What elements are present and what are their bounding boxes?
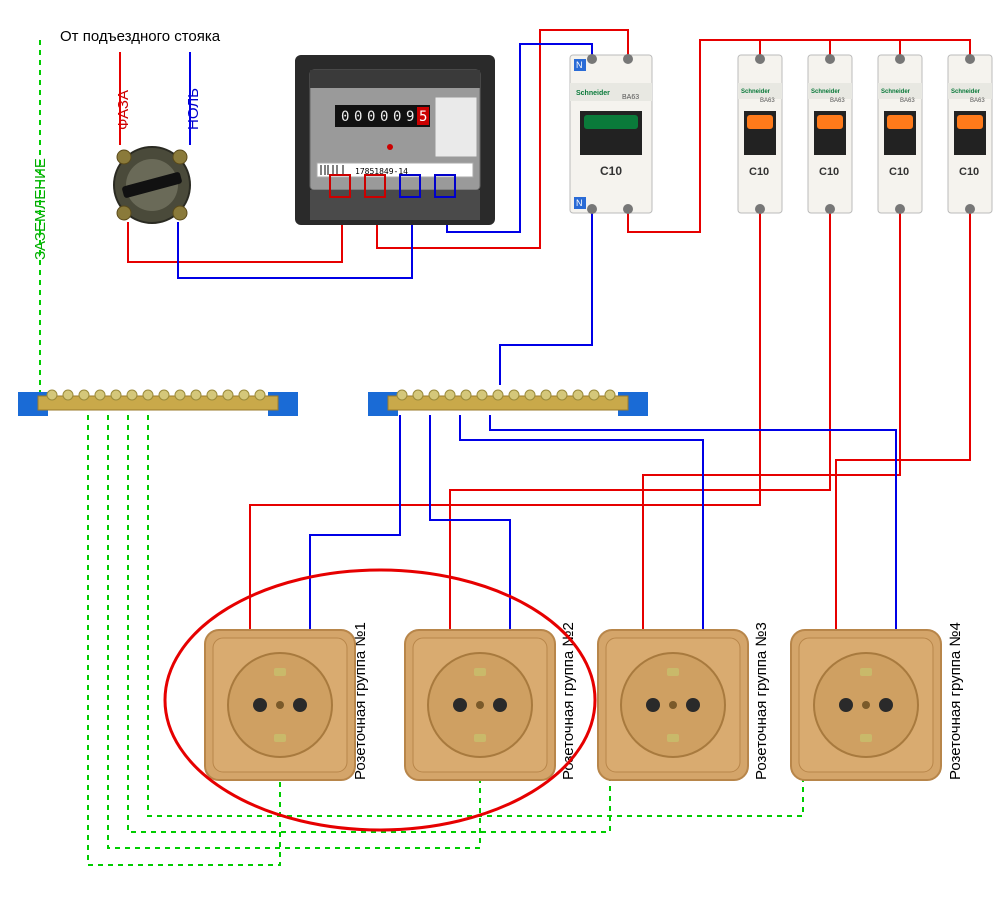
svg-text:Schneider: Schneider xyxy=(811,89,841,95)
svg-text:N: N xyxy=(576,198,583,208)
electric-meter: 000 009 5 17851849-14 xyxy=(295,55,495,225)
ground-busbar xyxy=(18,390,298,416)
socket-3 xyxy=(598,630,748,780)
svg-text:BA63: BA63 xyxy=(900,98,915,104)
svg-text:0: 0 xyxy=(380,109,388,125)
svg-text:C10: C10 xyxy=(819,166,839,178)
svg-text:0: 0 xyxy=(393,109,401,125)
breaker-4: Schneider BA63 C10 xyxy=(948,54,992,214)
svg-text:0: 0 xyxy=(354,109,362,125)
svg-text:C10: C10 xyxy=(959,166,979,178)
svg-text:Schneider: Schneider xyxy=(951,89,981,95)
breaker-2: Schneider BA63 C10 xyxy=(808,54,852,214)
svg-text:9: 9 xyxy=(406,109,414,125)
diagram-svg: 000 009 5 17851849-14 Schneider BA63 C10… xyxy=(0,0,1000,900)
svg-text:5: 5 xyxy=(419,109,427,125)
svg-text:Schneider: Schneider xyxy=(741,89,771,95)
packet-switch xyxy=(114,147,190,223)
svg-text:BA63: BA63 xyxy=(760,98,775,104)
breaker-row: Schneider BA63 C10 Schneider BA63 C10 Sc… xyxy=(738,54,992,214)
svg-text:BA63: BA63 xyxy=(622,94,639,101)
svg-text:0: 0 xyxy=(367,109,375,125)
wiring-diagram: От подъездного стояка ЗАЗЕМЛЕНИЕ ФАЗА НО… xyxy=(0,0,1000,900)
main-breaker: Schneider BA63 C10 N N xyxy=(570,54,652,214)
svg-text:C10: C10 xyxy=(749,166,769,178)
socket-2 xyxy=(405,630,555,780)
svg-text:BA63: BA63 xyxy=(830,98,845,104)
socket-1 xyxy=(205,630,355,780)
svg-text:Schneider: Schneider xyxy=(576,90,610,97)
breaker-1: Schneider BA63 C10 xyxy=(738,54,782,214)
svg-text:C10: C10 xyxy=(889,166,909,178)
svg-text:N: N xyxy=(576,60,583,70)
svg-text:C10: C10 xyxy=(600,164,622,178)
breaker-3: Schneider BA63 C10 xyxy=(878,54,922,214)
socket-4 xyxy=(791,630,941,780)
svg-text:Schneider: Schneider xyxy=(881,89,911,95)
svg-text:0: 0 xyxy=(341,109,349,125)
svg-text:BA63: BA63 xyxy=(970,98,985,104)
neutral-busbar xyxy=(368,390,648,416)
